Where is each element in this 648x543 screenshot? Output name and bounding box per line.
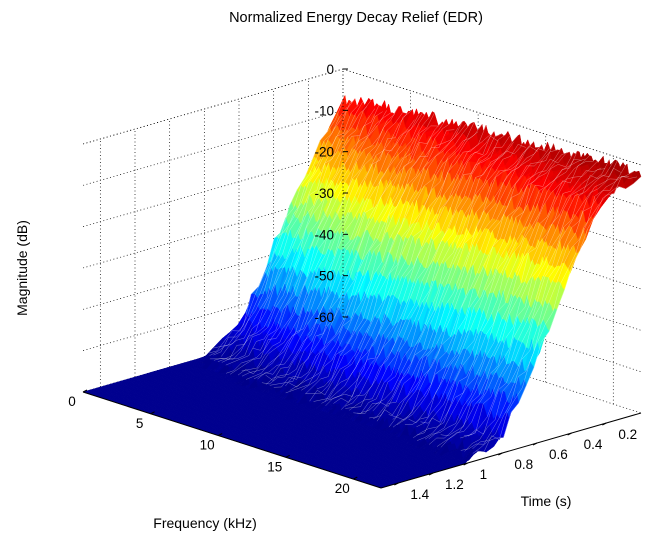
grid-line-z-left-0: [83, 69, 343, 144]
surface-layer: [83, 96, 641, 489]
grid-line-z-left-1: [83, 110, 343, 185]
grid-edge-top-left: [83, 69, 343, 144]
